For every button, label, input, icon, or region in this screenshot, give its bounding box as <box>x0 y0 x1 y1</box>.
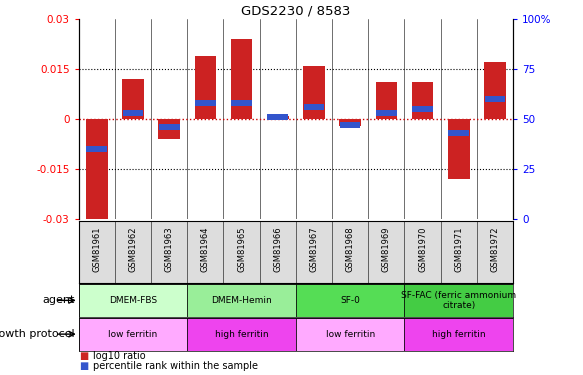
Text: log10 ratio: log10 ratio <box>93 351 146 361</box>
Text: GSM81963: GSM81963 <box>164 226 174 272</box>
Bar <box>231 100 252 106</box>
Text: GSM81969: GSM81969 <box>382 226 391 272</box>
Text: ■: ■ <box>79 361 88 370</box>
Text: agent: agent <box>42 296 75 305</box>
Bar <box>187 284 296 317</box>
Bar <box>484 62 506 119</box>
Bar <box>448 119 469 179</box>
Text: low ferritin: low ferritin <box>108 330 157 339</box>
Bar <box>159 124 180 130</box>
Bar <box>405 318 513 351</box>
Bar <box>79 284 187 317</box>
Text: GSM81966: GSM81966 <box>273 226 282 272</box>
Text: GSM81962: GSM81962 <box>128 226 138 272</box>
Title: GDS2230 / 8583: GDS2230 / 8583 <box>241 4 350 18</box>
Bar <box>303 66 325 119</box>
Text: high ferritin: high ferritin <box>432 330 486 339</box>
Bar <box>339 119 361 126</box>
Text: DMEM-Hemin: DMEM-Hemin <box>211 296 272 305</box>
Text: GSM81967: GSM81967 <box>310 226 318 272</box>
Bar <box>296 284 405 317</box>
Bar <box>484 96 505 102</box>
Bar <box>122 79 144 119</box>
Bar <box>267 116 289 119</box>
Text: DMEM-FBS: DMEM-FBS <box>109 296 157 305</box>
Text: SF-FAC (ferric ammonium
citrate): SF-FAC (ferric ammonium citrate) <box>401 291 517 310</box>
Bar <box>86 119 108 219</box>
Text: GSM81968: GSM81968 <box>346 226 354 272</box>
Text: GSM81964: GSM81964 <box>201 226 210 272</box>
Text: ■: ■ <box>79 351 88 361</box>
Text: percentile rank within the sample: percentile rank within the sample <box>93 361 258 370</box>
Text: GSM81970: GSM81970 <box>418 226 427 272</box>
Bar <box>296 318 405 351</box>
Bar <box>412 82 433 119</box>
Bar <box>195 100 216 106</box>
Bar <box>159 119 180 139</box>
Bar <box>448 130 469 136</box>
Bar <box>340 122 360 128</box>
Text: low ferritin: low ferritin <box>325 330 375 339</box>
Text: SF-0: SF-0 <box>340 296 360 305</box>
Bar <box>187 318 296 351</box>
Bar <box>376 110 396 116</box>
Bar <box>405 284 513 317</box>
Bar <box>195 56 216 119</box>
Bar <box>231 39 252 119</box>
Text: GSM81961: GSM81961 <box>92 226 101 272</box>
Text: GSM81972: GSM81972 <box>490 226 500 272</box>
Bar <box>304 104 324 110</box>
Bar <box>268 114 288 120</box>
Text: GSM81965: GSM81965 <box>237 226 246 272</box>
Bar <box>375 82 397 119</box>
Bar <box>86 146 107 152</box>
Bar <box>122 110 143 116</box>
Text: high ferritin: high ferritin <box>215 330 268 339</box>
Bar <box>412 106 433 112</box>
Text: growth protocol: growth protocol <box>0 329 75 339</box>
Bar <box>79 318 187 351</box>
Text: GSM81971: GSM81971 <box>454 226 463 272</box>
